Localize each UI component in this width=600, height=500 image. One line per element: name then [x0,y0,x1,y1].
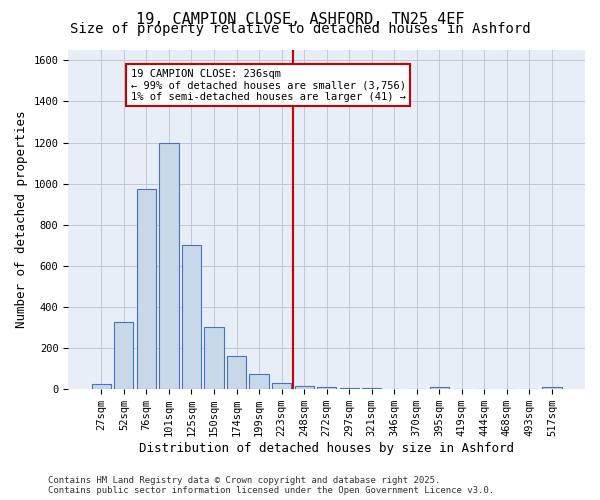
Text: 19, CAMPION CLOSE, ASHFORD, TN25 4EF: 19, CAMPION CLOSE, ASHFORD, TN25 4EF [136,12,464,28]
Bar [272,383,291,389]
Bar [407,388,427,389]
Bar [542,387,562,389]
Bar [160,142,179,389]
Bar [250,374,269,389]
Text: Size of property relative to detached houses in Ashford: Size of property relative to detached ho… [70,22,530,36]
X-axis label: Distribution of detached houses by size in Ashford: Distribution of detached houses by size … [139,442,514,455]
Bar [295,386,314,389]
Bar [182,246,201,389]
Bar [92,384,111,389]
Bar [227,356,246,389]
Text: 19 CAMPION CLOSE: 236sqm
← 99% of detached houses are smaller (3,756)
1% of semi: 19 CAMPION CLOSE: 236sqm ← 99% of detach… [131,68,406,102]
Bar [317,387,336,389]
Bar [385,388,404,389]
Bar [430,387,449,389]
Bar [362,388,381,389]
Y-axis label: Number of detached properties: Number of detached properties [15,111,28,328]
Bar [205,326,224,389]
Bar [340,388,359,389]
Bar [137,189,156,389]
Bar [114,322,133,389]
Text: Contains HM Land Registry data © Crown copyright and database right 2025.
Contai: Contains HM Land Registry data © Crown c… [48,476,494,495]
